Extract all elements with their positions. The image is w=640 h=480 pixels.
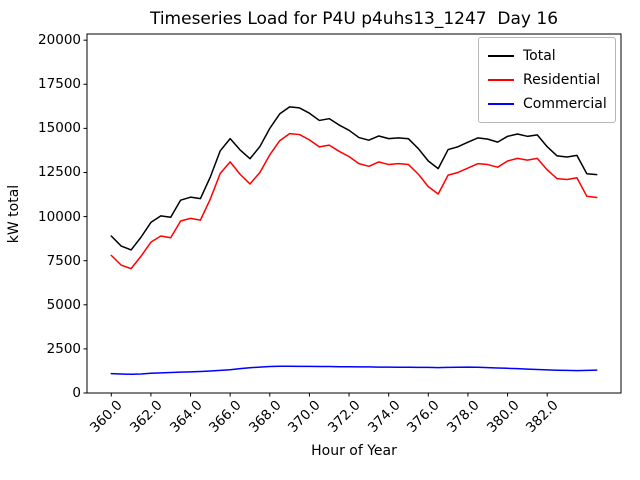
legend-item-commercial: Commercial <box>488 92 607 116</box>
axes-frame <box>86 33 622 394</box>
y-tick-label: 20000 <box>38 32 81 49</box>
commercial-line <box>110 365 598 376</box>
legend-item-residential: Residential <box>488 68 606 92</box>
commercial-line-swatch <box>488 103 514 105</box>
y-tick-label: 7500 <box>46 252 81 269</box>
total-line <box>110 106 598 251</box>
legend-item-total: Total <box>488 44 606 68</box>
y-tick-label: 0 <box>72 385 81 401</box>
y-tick-label: 10000 <box>38 208 81 225</box>
y-tick-label: 2500 <box>46 340 81 357</box>
y-tick-label: 17500 <box>38 76 81 93</box>
residential-line <box>110 132 598 270</box>
legend-label: Residential <box>523 72 601 88</box>
legend-label: Commercial <box>523 96 607 112</box>
residential-line-swatch <box>488 79 514 81</box>
y-tick-label: 15000 <box>38 120 81 137</box>
x-axis-label: Hour of Year <box>311 443 397 459</box>
total-line-swatch <box>488 55 514 57</box>
chart-title: Timeseries Load for P4U p4uhs13_1247 Day… <box>149 9 559 29</box>
y-tick-label: 5000 <box>46 296 81 313</box>
legend-label: Total <box>523 48 556 64</box>
legend: Total Residential Commercial <box>478 37 616 123</box>
y-tick-label: 12500 <box>38 164 81 181</box>
